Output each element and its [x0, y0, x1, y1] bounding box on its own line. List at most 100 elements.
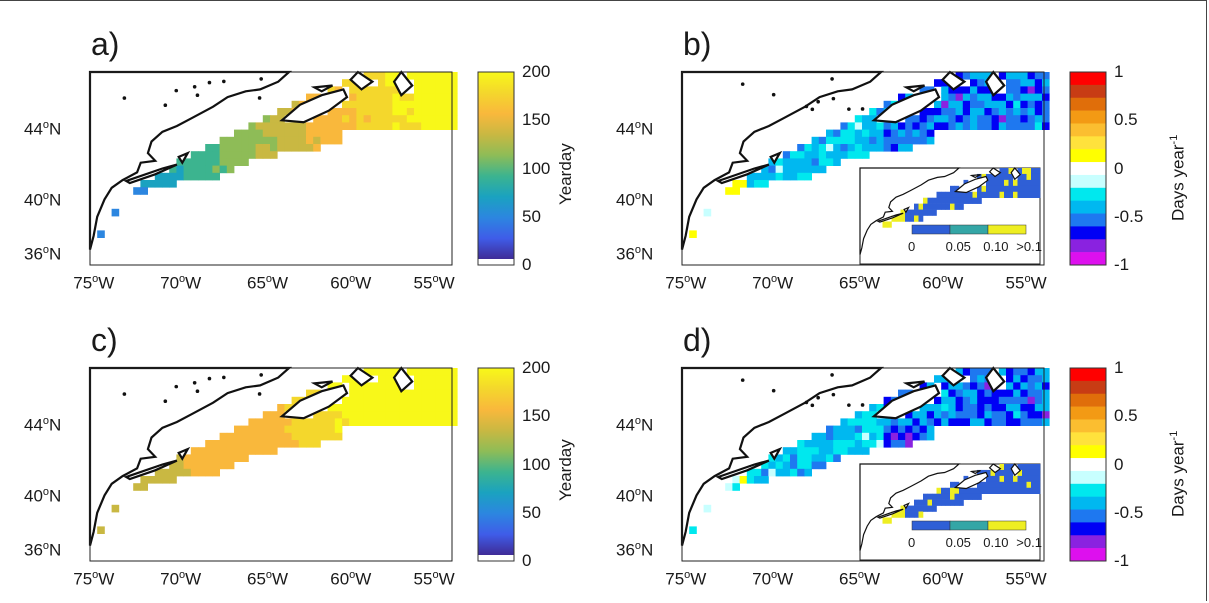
lon-tick-label: 60oW	[922, 569, 964, 589]
map-cell	[991, 122, 1000, 130]
map-cell	[406, 108, 415, 116]
map-cell	[898, 93, 906, 102]
map-cell	[370, 108, 379, 116]
map-cell	[826, 447, 834, 455]
map-cell	[1034, 389, 1043, 398]
map-cell	[840, 144, 848, 152]
map-cell	[962, 108, 971, 116]
inset-cell	[999, 185, 1005, 193]
map-cell	[255, 425, 264, 434]
inset-cell	[968, 493, 973, 500]
map-cell	[970, 115, 978, 123]
map-cell	[262, 425, 271, 434]
map-cell	[934, 108, 942, 116]
lake-dot	[847, 403, 851, 407]
map-cell	[378, 79, 386, 87]
inset-cell	[990, 173, 996, 181]
map-cell	[270, 447, 278, 455]
colorbar-tick-label: 0	[1114, 454, 1124, 474]
map-cell	[941, 108, 949, 116]
coastline	[680, 366, 1006, 546]
map-cell	[234, 151, 242, 159]
inset-land	[859, 463, 961, 551]
map-cell	[327, 86, 336, 94]
map-cell	[435, 79, 444, 87]
map-cell	[1006, 100, 1014, 109]
map-cell	[970, 100, 978, 109]
map-cell	[349, 418, 357, 426]
map-cell	[1027, 382, 1036, 390]
lat-tick-label: 44oN	[616, 119, 654, 139]
yearday-colorbar	[477, 71, 515, 266]
colorbar-swatch	[1070, 496, 1106, 510]
map-cell	[385, 72, 393, 80]
map-cell	[1020, 375, 1028, 383]
inset-cell	[977, 173, 982, 181]
lake-dot	[174, 88, 179, 93]
map-cell	[435, 368, 444, 376]
map-cell	[1020, 396, 1028, 405]
lake-dot	[860, 107, 865, 111]
map-cell	[226, 136, 235, 145]
map-cell	[804, 144, 812, 152]
map-cell	[955, 396, 964, 405]
inset-cell	[981, 481, 987, 489]
map-cell	[962, 396, 971, 405]
map-cell	[399, 411, 408, 419]
map-cell	[370, 72, 379, 80]
map-cell	[790, 468, 798, 477]
map-cell	[1042, 122, 1050, 130]
map-cell	[804, 158, 812, 166]
inset-cell	[1008, 185, 1014, 193]
map-cell	[378, 108, 386, 116]
map-cell	[97, 230, 105, 238]
map-cell	[926, 108, 935, 116]
map-cell	[334, 115, 343, 123]
map-cell	[804, 440, 812, 448]
inset-colorbar-tick: 0.05	[945, 239, 971, 254]
map-cell	[1042, 389, 1050, 398]
map-cell	[1034, 418, 1043, 426]
map-cell	[342, 411, 350, 419]
map-cell	[948, 93, 956, 102]
map-cell	[941, 396, 949, 405]
map-cell	[811, 151, 820, 159]
map-cell	[984, 418, 992, 426]
inset-colorbar-tick: >0.1	[1016, 239, 1042, 254]
map-cell	[732, 180, 740, 188]
map-cell	[356, 93, 364, 102]
inset-cell	[927, 499, 933, 506]
map-cell	[1013, 375, 1021, 383]
map-cell	[1013, 418, 1021, 426]
map-cell	[826, 425, 834, 434]
inset-cell	[990, 191, 996, 198]
inset-cell	[977, 185, 982, 193]
map-cell	[1020, 122, 1028, 130]
map-cell	[984, 100, 992, 109]
map-cell	[962, 389, 971, 398]
map-cell	[442, 93, 451, 102]
inset-cell	[986, 487, 991, 494]
inset-cell	[1031, 179, 1036, 187]
map-cell	[183, 454, 192, 462]
map-cell	[1013, 122, 1021, 130]
map-cell	[385, 368, 393, 376]
inset-cell	[950, 197, 955, 204]
map-cell	[298, 418, 307, 426]
inset-land	[876, 508, 904, 519]
inset-cell	[959, 493, 964, 500]
map-cell	[226, 432, 235, 441]
map-cell	[255, 129, 264, 138]
map-cell	[414, 382, 422, 390]
inset-cell	[932, 209, 937, 216]
inset-cell	[999, 487, 1005, 494]
lon-tick-label: 70oW	[160, 273, 202, 293]
lat-tick-label: 40oN	[616, 486, 654, 507]
map-cells	[689, 72, 1050, 238]
map-cell	[262, 129, 271, 138]
map-cell	[905, 129, 913, 138]
inset-land	[953, 175, 989, 194]
map-cell	[1042, 396, 1050, 405]
map-cell	[970, 418, 978, 426]
map-cell	[450, 72, 458, 80]
